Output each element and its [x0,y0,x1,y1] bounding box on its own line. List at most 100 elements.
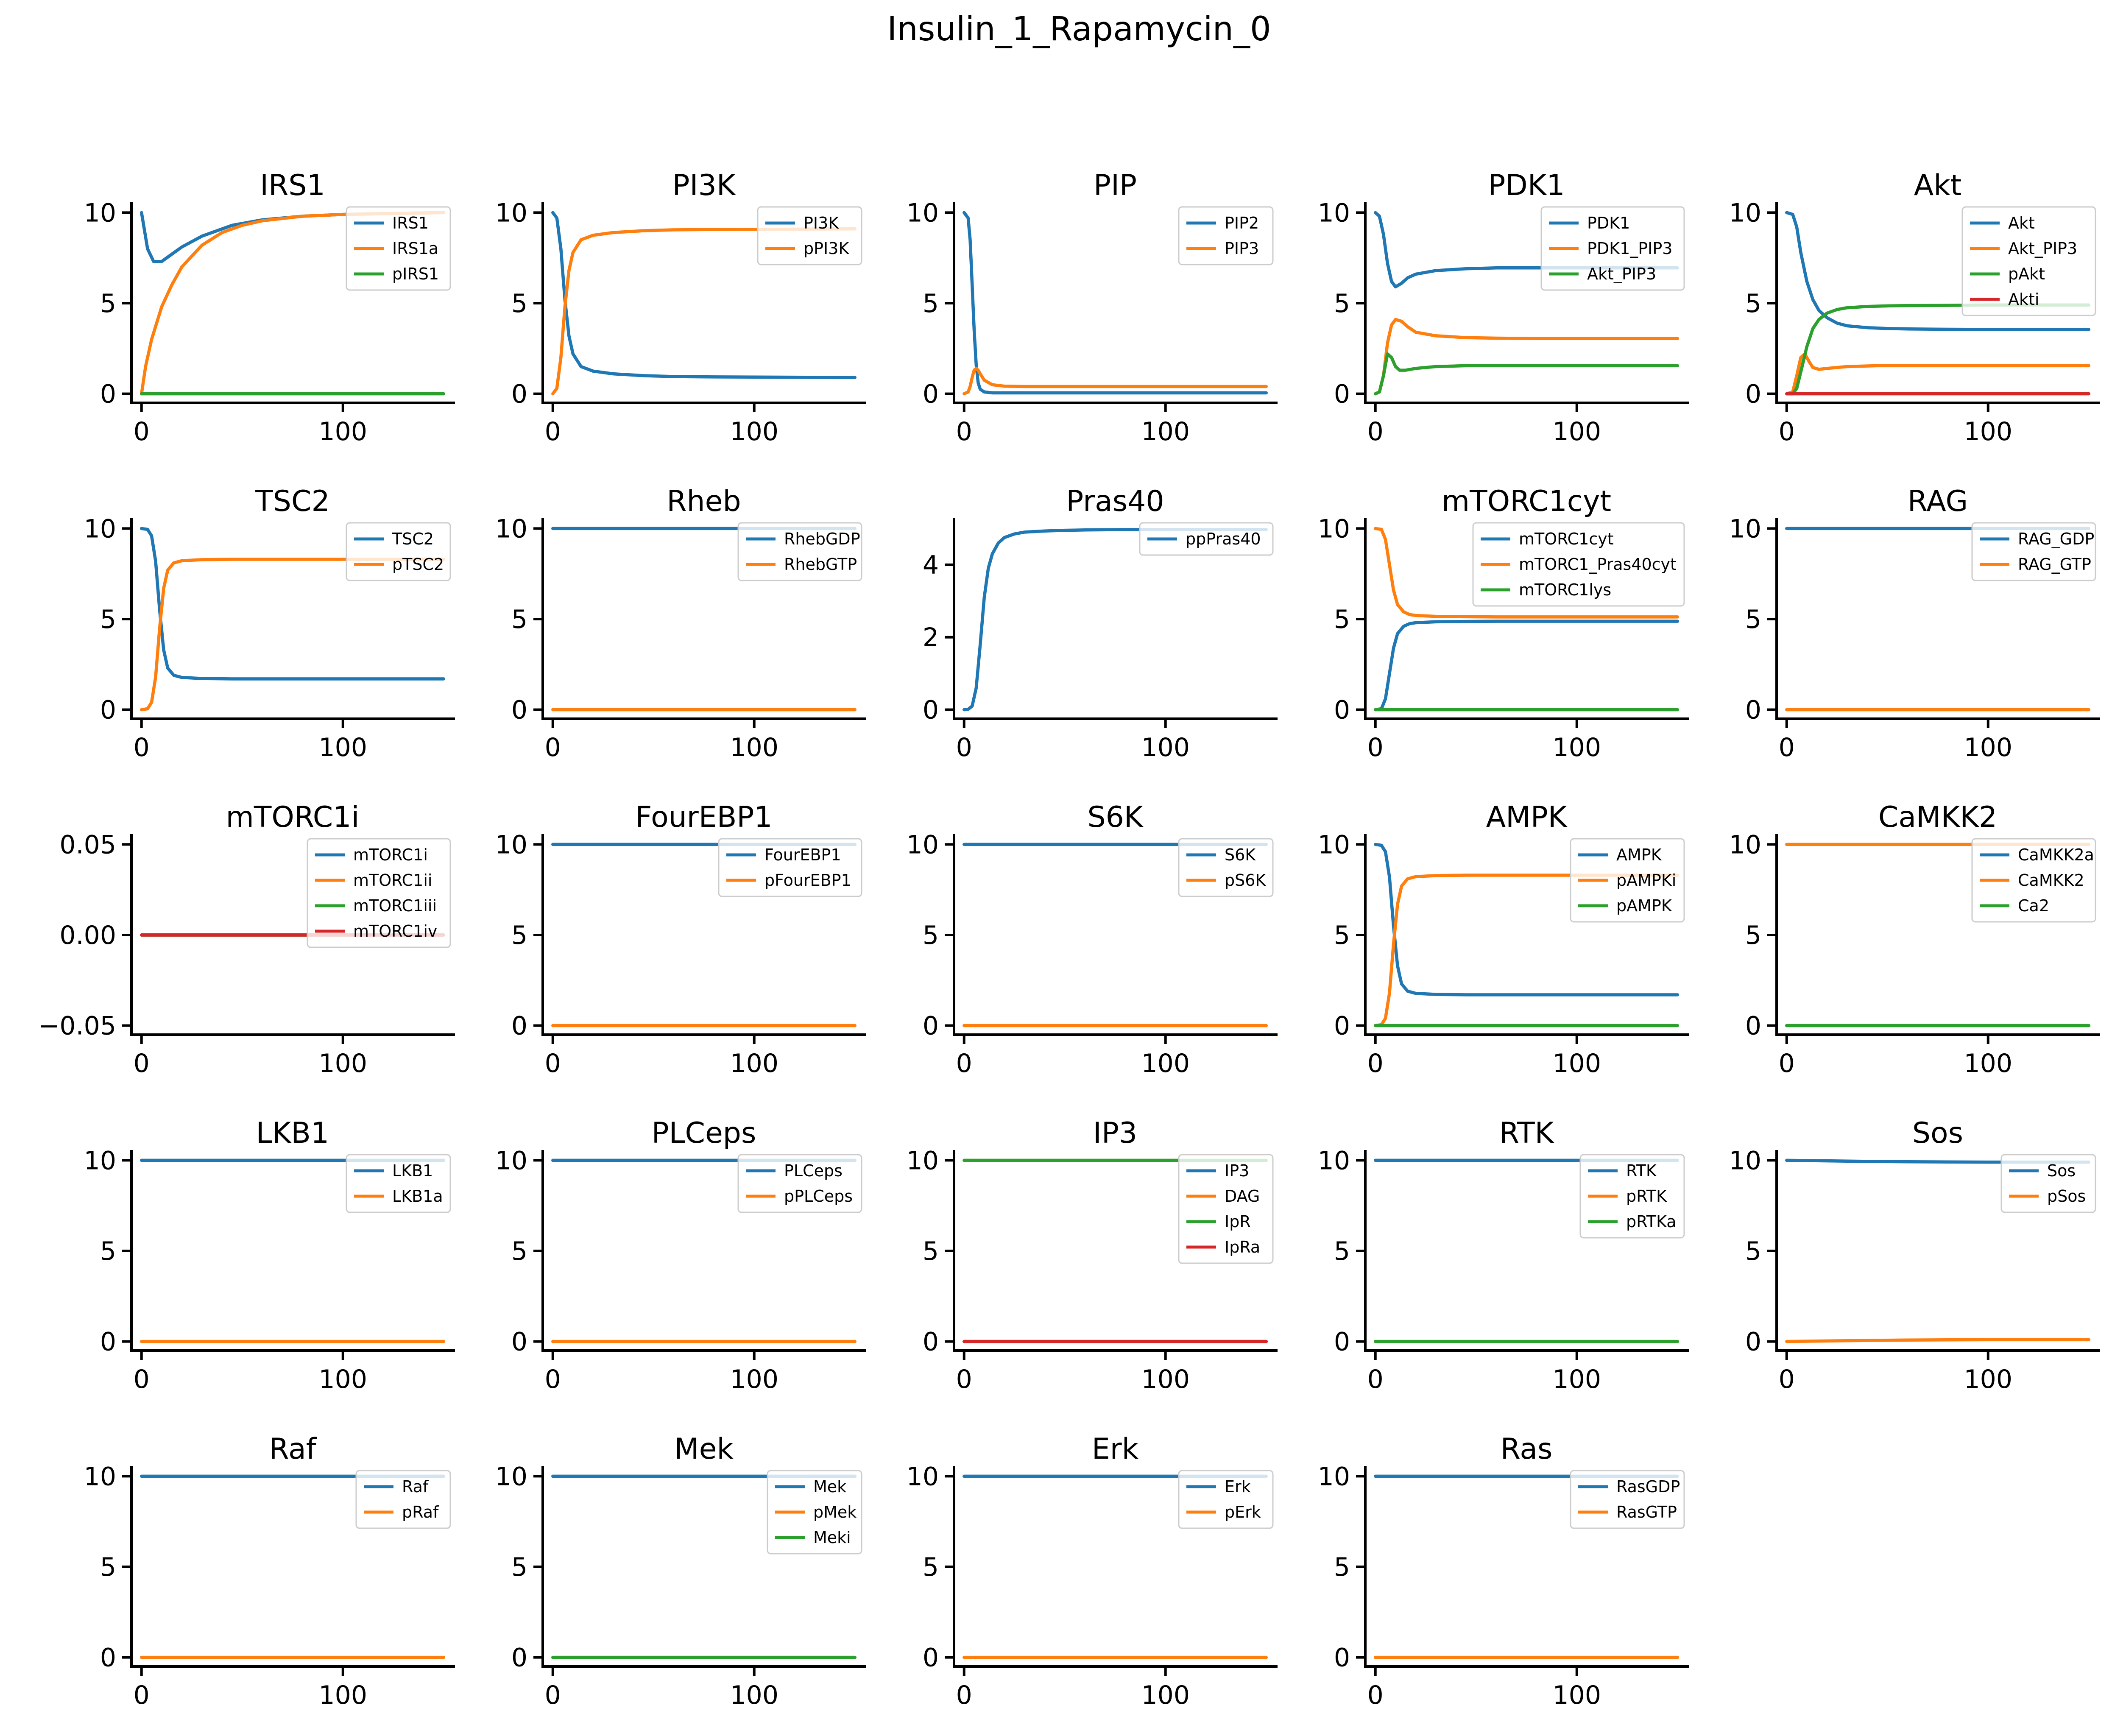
y-tick-label: 10 [1318,198,1350,228]
x-tick-label: 0 [134,1680,150,1710]
y-tick-label: 10 [495,198,527,228]
legend-frame [307,838,451,948]
legend-label: RasGDP [1616,1477,1680,1496]
legend-label: ppPras40 [1186,530,1261,548]
x-tick-label: 100 [1552,1049,1601,1078]
subplot-title: CaMKK2 [1878,801,1997,834]
subplot-title: FourEBP1 [635,801,772,834]
legend-label: pRTK [1626,1187,1667,1206]
y-tick-label: 5 [1334,1552,1350,1582]
legend-label: mTORC1cyt [1519,530,1614,548]
y-tick-label: 5 [923,1236,939,1266]
y-tick-label: 10 [84,1146,116,1175]
y-tick-label: 5 [923,921,939,950]
legend-label: IP3 [1225,1161,1249,1180]
y-tick-label: 5 [923,289,939,318]
x-tick-label: 100 [1141,1049,1190,1078]
legend-frame [1570,838,1685,923]
legend-frame [346,522,451,581]
subplot-title: Raf [269,1432,317,1466]
series-line-pi3k [551,211,857,379]
x-tick-label: 100 [318,417,367,447]
y-tick-label: 5 [1745,1236,1761,1266]
x-tick-label: 100 [318,1049,367,1078]
y-tick-label: 0 [511,1643,527,1673]
legend-label: pAMPK [1616,896,1672,915]
subplot-title: Erk [1092,1432,1139,1466]
legend-label: Akti [2008,290,2039,309]
legend-label: Erk [1225,1477,1251,1496]
series-line-ptsc2 [140,558,446,712]
y-tick-label: 10 [84,1462,116,1491]
x-tick-label: 0 [1367,733,1384,762]
legend-label: PDK1 [1587,214,1630,232]
series-line-pampki [1374,874,1680,1027]
y-tick-label: 10 [1729,514,1761,544]
x-tick-label: 0 [134,1365,150,1394]
subplot-title: PI3K [672,169,737,202]
legend-frame [1178,838,1274,897]
y-tick-label: 5 [511,1552,527,1582]
legend-frame [1579,1154,1685,1239]
subplot-title: mTORC1cyt [1442,485,1611,518]
x-tick-label: 0 [956,1680,972,1710]
legend-label: Akt_PIP3 [1587,265,1656,283]
y-tick-label: 5 [511,289,527,318]
subplot-title: mTORC1i [226,801,360,834]
y-tick-label: 0 [511,695,527,725]
y-tick-label: 5 [923,1552,939,1582]
legend-label: pFourEBP1 [764,871,851,890]
legend-label: mTORC1iii [353,896,437,915]
legend-frame [1178,1154,1274,1264]
subplot-title: RAG [1908,485,1968,518]
y-tick-label: 0 [1745,1327,1761,1357]
y-tick-label: 4 [923,550,939,580]
legend-label: Akt_PIP3 [2008,239,2077,258]
legend: Akt Akt_PIP3 pAkt Akti [1961,206,2096,316]
legend-label: Ca2 [2018,896,2049,915]
legend: LKB1 LKB1a [346,1154,451,1213]
legend: mTORC1cyt mTORC1_Pras40cyt mTORC1lys [1472,522,1685,607]
y-tick-label: 0 [511,380,527,409]
y-tick-label: 0 [923,380,939,409]
y-tick-label: 5 [1334,605,1350,634]
series-line-pdk1 [1374,211,1680,289]
legend-label: mTORC1lys [1519,581,1611,599]
series-line-pakt [1785,303,2091,396]
legend-label: mTORC1_Pras40cyt [1519,555,1677,574]
y-tick-label: 10 [84,514,116,544]
legend-label: pTSC2 [392,555,444,574]
subplot-title: Akt [1914,169,1962,202]
legend: mTORC1i mTORC1ii mTORC1iii mTORC1iv [307,838,451,948]
y-tick-label: 0 [923,1643,939,1673]
legend-label: PIP2 [1225,214,1259,232]
y-tick-label: 0 [1745,1011,1761,1041]
x-tick-label: 100 [730,1680,778,1710]
legend-label: pRTKa [1626,1212,1677,1231]
x-tick-label: 0 [1367,1365,1384,1394]
y-tick-label: 0 [1334,1011,1350,1041]
legend-frame [737,1154,862,1213]
x-tick-label: 0 [134,733,150,762]
y-tick-label: 10 [907,1146,939,1175]
y-tick-label: 0 [100,1643,116,1673]
legend-frame [355,1470,451,1529]
legend-label: IRS1a [392,239,438,258]
x-tick-label: 0 [1367,417,1384,447]
subplot-title: Sos [1912,1116,1963,1150]
legend: RhebGDP RhebGTP [737,522,862,581]
y-tick-label: −0.05 [38,1011,116,1041]
subplot-title: AMPK [1486,801,1568,834]
subplot-pras40: Pras40 0 2 4 0 100 ppPras40 [923,485,1278,762]
legend: PIP2 PIP3 [1178,206,1274,265]
legend-frame [737,522,862,581]
x-tick-label: 100 [1141,1680,1190,1710]
y-tick-label: 0 [1334,380,1350,409]
